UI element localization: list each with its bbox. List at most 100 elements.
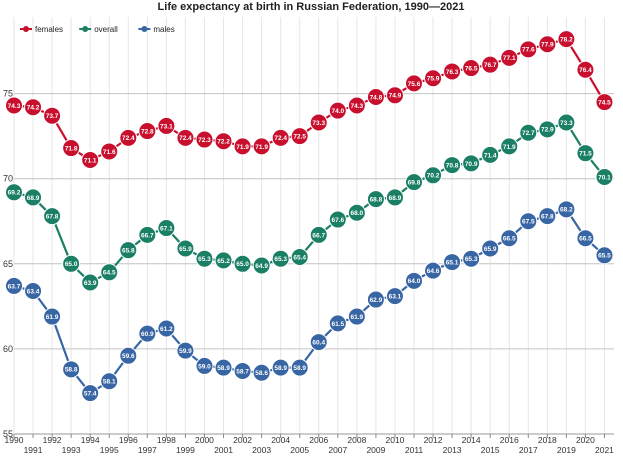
x-tick-label: 2019: [557, 445, 576, 455]
data-label-females: 74.3: [351, 103, 364, 110]
data-point-overall: [500, 137, 519, 156]
data-point-females: [481, 55, 500, 74]
data-point-overall: [462, 154, 481, 173]
data-point-males: [443, 253, 462, 272]
data-point-females: [500, 48, 519, 67]
data-point-males: [195, 356, 214, 375]
data-label-overall: 71.4: [484, 152, 497, 159]
data-label-overall: 68.9: [27, 195, 40, 202]
data-point-females: [43, 106, 62, 125]
data-point-females: [424, 69, 443, 88]
data-label-overall: 71.9: [503, 144, 516, 151]
data-label-females: 77.6: [522, 47, 535, 54]
data-label-overall: 66.7: [312, 232, 325, 239]
x-tick-label: 2013: [443, 445, 462, 455]
data-point-females: [385, 86, 404, 105]
data-point-females: [557, 30, 576, 49]
data-label-overall: 71.5: [579, 151, 592, 158]
data-label-males: 59.9: [179, 348, 192, 355]
data-point-males: [24, 282, 43, 301]
data-label-males: 58.9: [274, 365, 287, 372]
data-label-females: 71.9: [236, 144, 249, 151]
data-label-females: 72.3: [198, 137, 211, 144]
x-tick-label: 1994: [81, 435, 100, 445]
x-tick-label: 2020: [576, 435, 595, 445]
data-point-males: [233, 362, 252, 381]
data-label-females: 74.9: [389, 93, 402, 100]
data-point-females: [328, 101, 347, 120]
data-point-females: [233, 137, 252, 156]
data-label-overall: 69.8: [408, 179, 421, 186]
series: 74.3 74.2 73.7 71.8 71.1 71.6 72.4 72.8 73.1 72.4…: [5, 30, 614, 403]
data-label-females: 74.0: [331, 108, 344, 115]
data-point-females: [462, 59, 481, 78]
data-point-males: [157, 319, 176, 338]
data-label-males: 57.4: [84, 391, 97, 398]
data-label-females: 72.4: [179, 135, 192, 142]
data-label-females: 75.9: [427, 76, 440, 83]
data-label-overall: 70.1: [598, 174, 611, 181]
data-label-overall: 65.2: [217, 258, 230, 265]
data-label-females: 73.3: [312, 120, 325, 127]
y-tick-label: 65: [3, 259, 13, 269]
data-label-overall: 65.3: [198, 256, 211, 263]
y-tick-label: 70: [3, 174, 13, 184]
legend-marker-overall: [82, 26, 89, 32]
data-label-females: 71.9: [255, 144, 268, 151]
data-point-females: [271, 128, 290, 147]
data-point-males: [347, 307, 366, 326]
data-label-males: 63.7: [8, 283, 21, 290]
data-point-females: [443, 62, 462, 81]
x-tick-label: 2010: [385, 435, 404, 445]
data-point-males: [5, 276, 23, 295]
data-label-overall: 70.9: [465, 161, 478, 168]
x-tick-label: 1990: [5, 435, 24, 445]
data-point-females: [176, 128, 195, 147]
data-point-overall: [309, 225, 328, 244]
data-label-males: 66.5: [579, 236, 592, 243]
data-label-males: 62.9: [370, 297, 383, 304]
data-point-overall: [176, 239, 195, 258]
legend-marker-females: [23, 26, 29, 32]
data-label-males: 58.1: [103, 379, 116, 386]
data-label-overall: 72.9: [541, 127, 554, 134]
data-label-overall: 64.9: [255, 263, 268, 270]
data-label-females: 76.7: [484, 62, 497, 69]
data-label-females: 76.5: [465, 65, 478, 72]
data-point-overall: [271, 249, 290, 268]
data-point-males: [252, 363, 271, 382]
data-label-males: 60.9: [141, 331, 154, 338]
data-label-males: 61.9: [351, 314, 364, 321]
data-label-males: 58.9: [293, 365, 306, 372]
data-label-males: 65.9: [484, 246, 497, 253]
x-tick-label: 2005: [290, 445, 309, 455]
data-point-overall: [138, 225, 157, 244]
y-tick-label: 55: [3, 429, 13, 439]
data-label-males: 65.5: [598, 253, 611, 260]
x-tick-label: 1992: [43, 435, 62, 445]
legend-label-males: males: [153, 25, 174, 34]
data-label-males: 61.2: [160, 326, 173, 333]
data-label-males: 64.0: [408, 278, 421, 285]
data-point-overall: [252, 256, 271, 275]
data-point-males: [309, 333, 328, 352]
legend: females overall males: [20, 25, 175, 34]
x-tick-label: 2002: [233, 435, 252, 445]
data-point-overall: [519, 123, 538, 142]
x-tick-label: 2018: [538, 435, 557, 445]
data-point-overall: [443, 156, 462, 175]
data-label-overall: 70.2: [427, 173, 440, 180]
x-tick-label: 2008: [347, 435, 366, 445]
data-label-females: 74.3: [8, 103, 21, 110]
data-label-males: 63.4: [27, 288, 40, 295]
data-point-females: [157, 116, 176, 135]
data-point-overall: [119, 241, 138, 260]
y-tick-label: 60: [3, 344, 13, 354]
x-tick-label: 1996: [119, 435, 138, 445]
axes: 5560657075199019911992199319941995199619…: [3, 89, 614, 455]
data-point-males: [595, 246, 614, 265]
data-label-males: 61.5: [331, 321, 344, 328]
data-label-overall: 67.1: [160, 225, 173, 232]
data-point-females: [519, 40, 538, 59]
